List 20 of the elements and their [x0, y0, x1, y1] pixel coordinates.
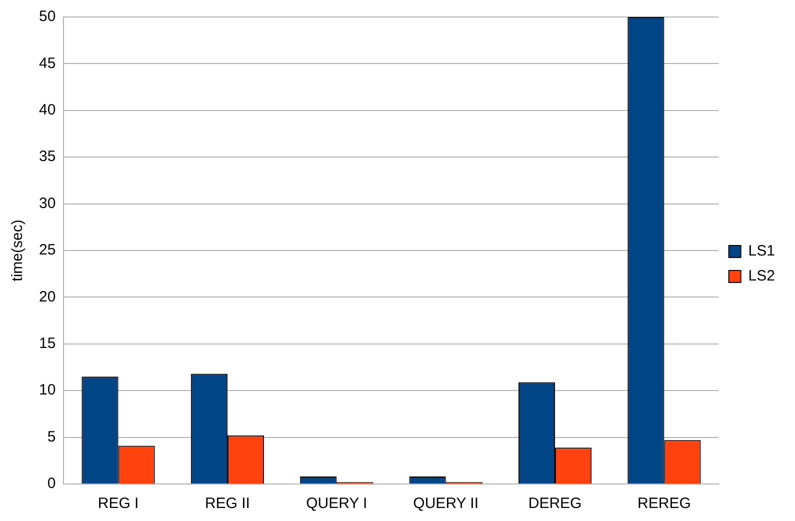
- y-tick-label: 10: [38, 382, 56, 399]
- y-tick-label: 35: [38, 148, 56, 166]
- x-tick-label: QUERY I: [306, 495, 368, 512]
- y-tick-label: 20: [38, 288, 56, 306]
- x-tick-label: REREG: [638, 495, 691, 512]
- x-tick-label: REG II: [204, 495, 250, 512]
- y-tick-label: 15: [38, 335, 56, 352]
- x-tick-label: DEREG: [528, 495, 582, 512]
- y-tick-label: 50: [38, 8, 56, 26]
- y-tick-label: 40: [38, 102, 56, 119]
- legend-label: LS2: [748, 268, 776, 285]
- x-tick-label: QUERY II: [413, 495, 478, 512]
- y-tick-label: 45: [38, 54, 56, 72]
- x-tick-label: REG I: [98, 495, 139, 512]
- legend-label: LS1: [748, 242, 776, 260]
- y-tick-label: 30: [38, 194, 56, 212]
- y-axis-title: time(sec): [9, 220, 26, 282]
- y-tick-label: 5: [47, 428, 56, 446]
- y-tick-label: 0: [47, 475, 56, 492]
- y-tick-label: 25: [38, 242, 56, 259]
